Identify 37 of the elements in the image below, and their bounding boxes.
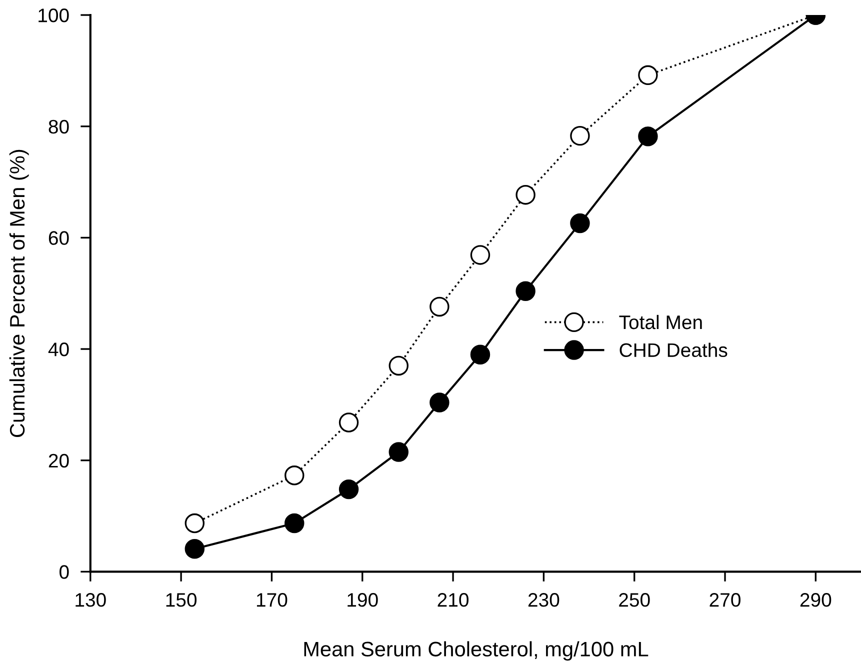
x-tick-label: 190 bbox=[348, 593, 378, 607]
point bbox=[430, 296, 450, 317]
point bbox=[638, 126, 658, 146]
y-tick-label: 20 bbox=[48, 454, 69, 468]
point bbox=[516, 281, 536, 301]
legend-label: CHD Deaths bbox=[620, 342, 728, 358]
x-axis-title: Mean Serum Cholesterol, mg/100 mL bbox=[304, 641, 648, 661]
x-tick-label: 270 bbox=[710, 593, 740, 607]
x-tick-label: 210 bbox=[438, 593, 468, 607]
point bbox=[338, 479, 359, 500]
point bbox=[388, 442, 409, 462]
point bbox=[470, 344, 490, 364]
x-tick-label: 290 bbox=[800, 593, 832, 607]
point bbox=[184, 539, 205, 559]
point bbox=[284, 513, 304, 534]
point bbox=[638, 65, 658, 86]
x-tick-label: 250 bbox=[619, 593, 650, 607]
x-tick-label: 130 bbox=[76, 593, 106, 607]
point bbox=[470, 245, 490, 265]
y-tick-label: 0 bbox=[60, 565, 69, 579]
x-tick-label: 150 bbox=[166, 593, 197, 607]
point bbox=[338, 412, 359, 432]
point bbox=[430, 392, 450, 412]
y-tick-label: 80 bbox=[48, 120, 69, 134]
point bbox=[388, 356, 409, 376]
legend-label: Total Men bbox=[619, 314, 702, 330]
y-tick-label: 40 bbox=[48, 342, 69, 356]
point bbox=[284, 466, 304, 486]
y-tick-label: 60 bbox=[48, 231, 69, 245]
x-tick-label: 170 bbox=[256, 593, 288, 607]
y-axis-title: Cumulative Percent of Men (%) bbox=[9, 150, 29, 438]
point bbox=[516, 184, 536, 205]
x-tick-label: 230 bbox=[528, 593, 560, 607]
point bbox=[570, 126, 590, 146]
point bbox=[570, 213, 590, 234]
y-tick-label: 100 bbox=[38, 8, 69, 22]
point bbox=[184, 513, 205, 534]
